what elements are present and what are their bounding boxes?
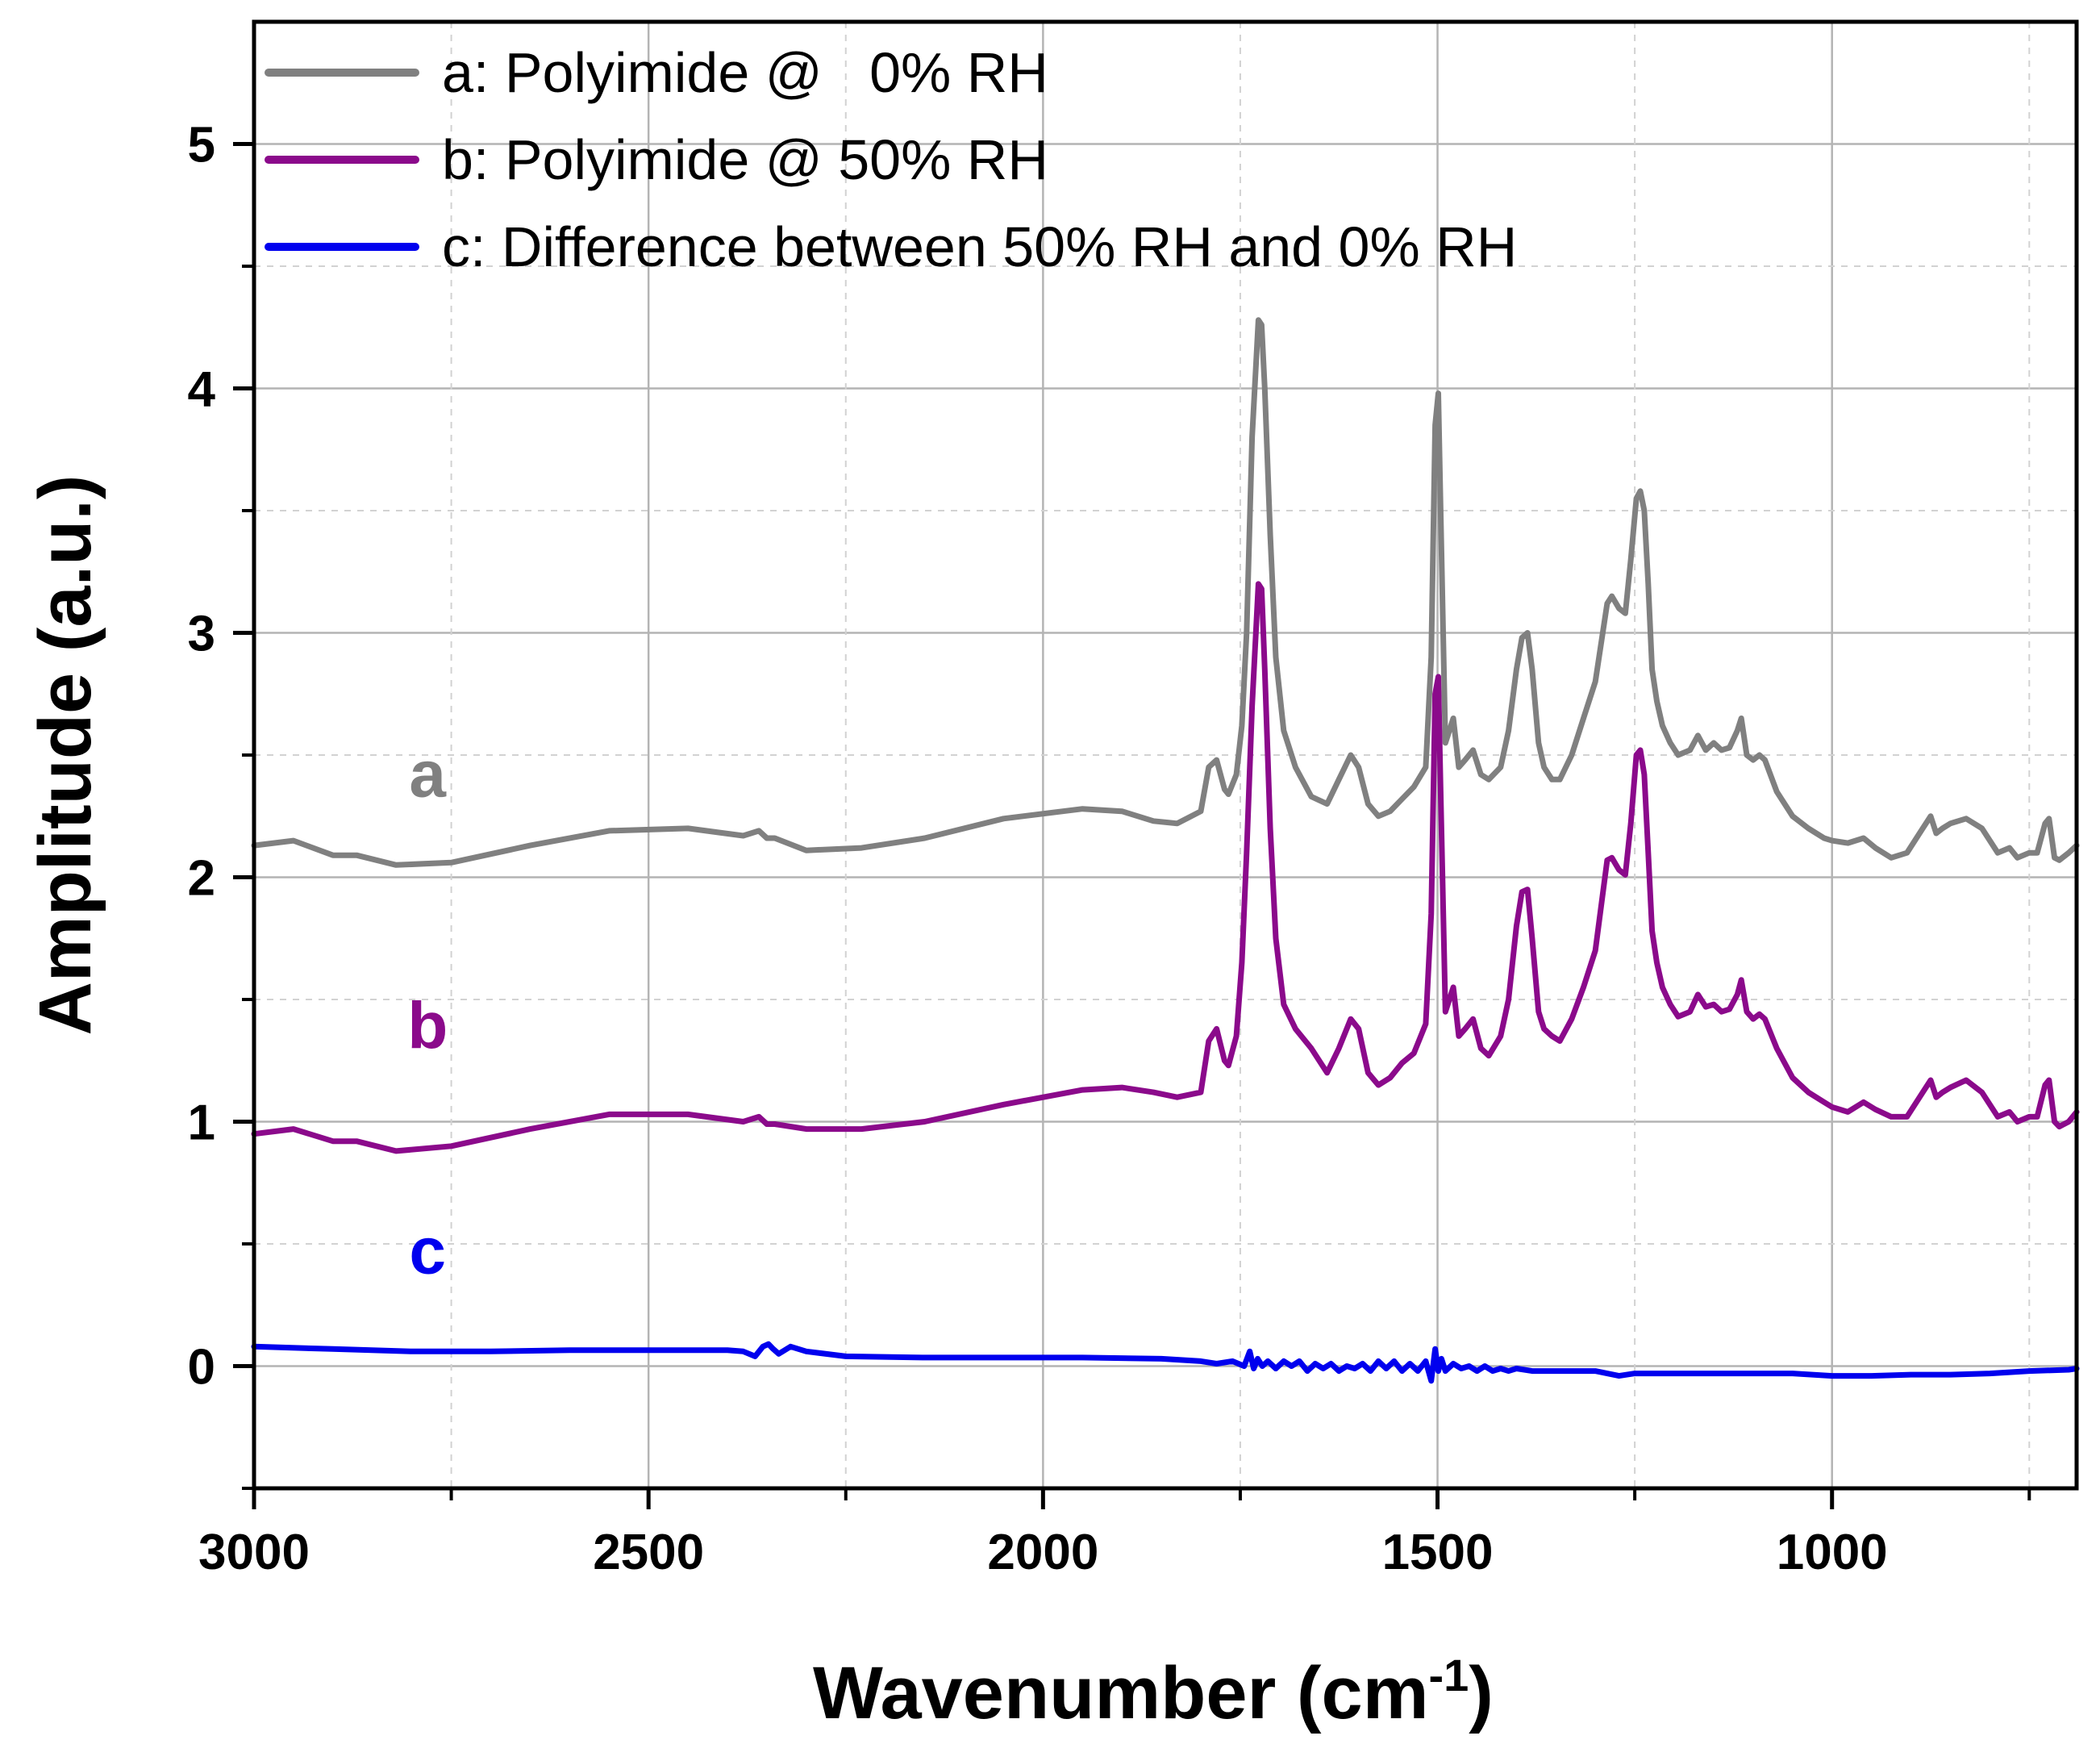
axis-ticks (233, 142, 2031, 1509)
tick-labels: 3000 2500 2000 1500 1000 0 1 2 3 4 5 (188, 118, 1888, 1581)
series-line-c (251, 1341, 2080, 1384)
series-annotation-b: b (407, 990, 448, 1063)
x-axis-title: Wavenumber (cm-1) (813, 1650, 1494, 1734)
x-tick-label-1500: 1500 (1382, 1525, 1494, 1580)
series-annotations: a b c (407, 738, 448, 1288)
x-axis-title-close: ) (1469, 1652, 1494, 1734)
x-tick-label-1000: 1000 (1777, 1525, 1888, 1580)
x-tick-label-2500: 2500 (593, 1525, 704, 1580)
series-annotation-a: a (409, 738, 447, 812)
x-tick-label-3000: 3000 (198, 1525, 310, 1580)
y-tick-label-3: 3 (188, 607, 215, 662)
y-tick-label-0: 0 (188, 1340, 215, 1396)
series-group (251, 317, 2080, 1384)
y-tick-label-2: 2 (188, 851, 215, 907)
series-line-b (251, 581, 2080, 1154)
x-axis-title-main: Wavenumber (cm (813, 1652, 1428, 1734)
legend: a: Polyimide @ 0% RH b: Polyimide @ 50% R… (265, 41, 1517, 278)
y-tick-label-5: 5 (188, 118, 215, 173)
x-axis-title-superscript: -1 (1429, 1650, 1469, 1700)
x-tick-label-2000: 2000 (987, 1525, 1098, 1580)
y-tick-label-1: 1 (188, 1095, 215, 1151)
series-annotation-c: c (409, 1214, 446, 1287)
legend-label-c: c: Difference between 50% RH and 0% RH (442, 215, 1517, 278)
legend-label-a: a: Polyimide @ 0% RH (442, 41, 1048, 104)
legend-label-b: b: Polyimide @ 50% RH (442, 128, 1048, 191)
y-axis-title: Amplitude (a.u.) (24, 474, 106, 1035)
y-tick-label-4: 4 (188, 362, 216, 418)
series-line-a (251, 317, 2080, 868)
